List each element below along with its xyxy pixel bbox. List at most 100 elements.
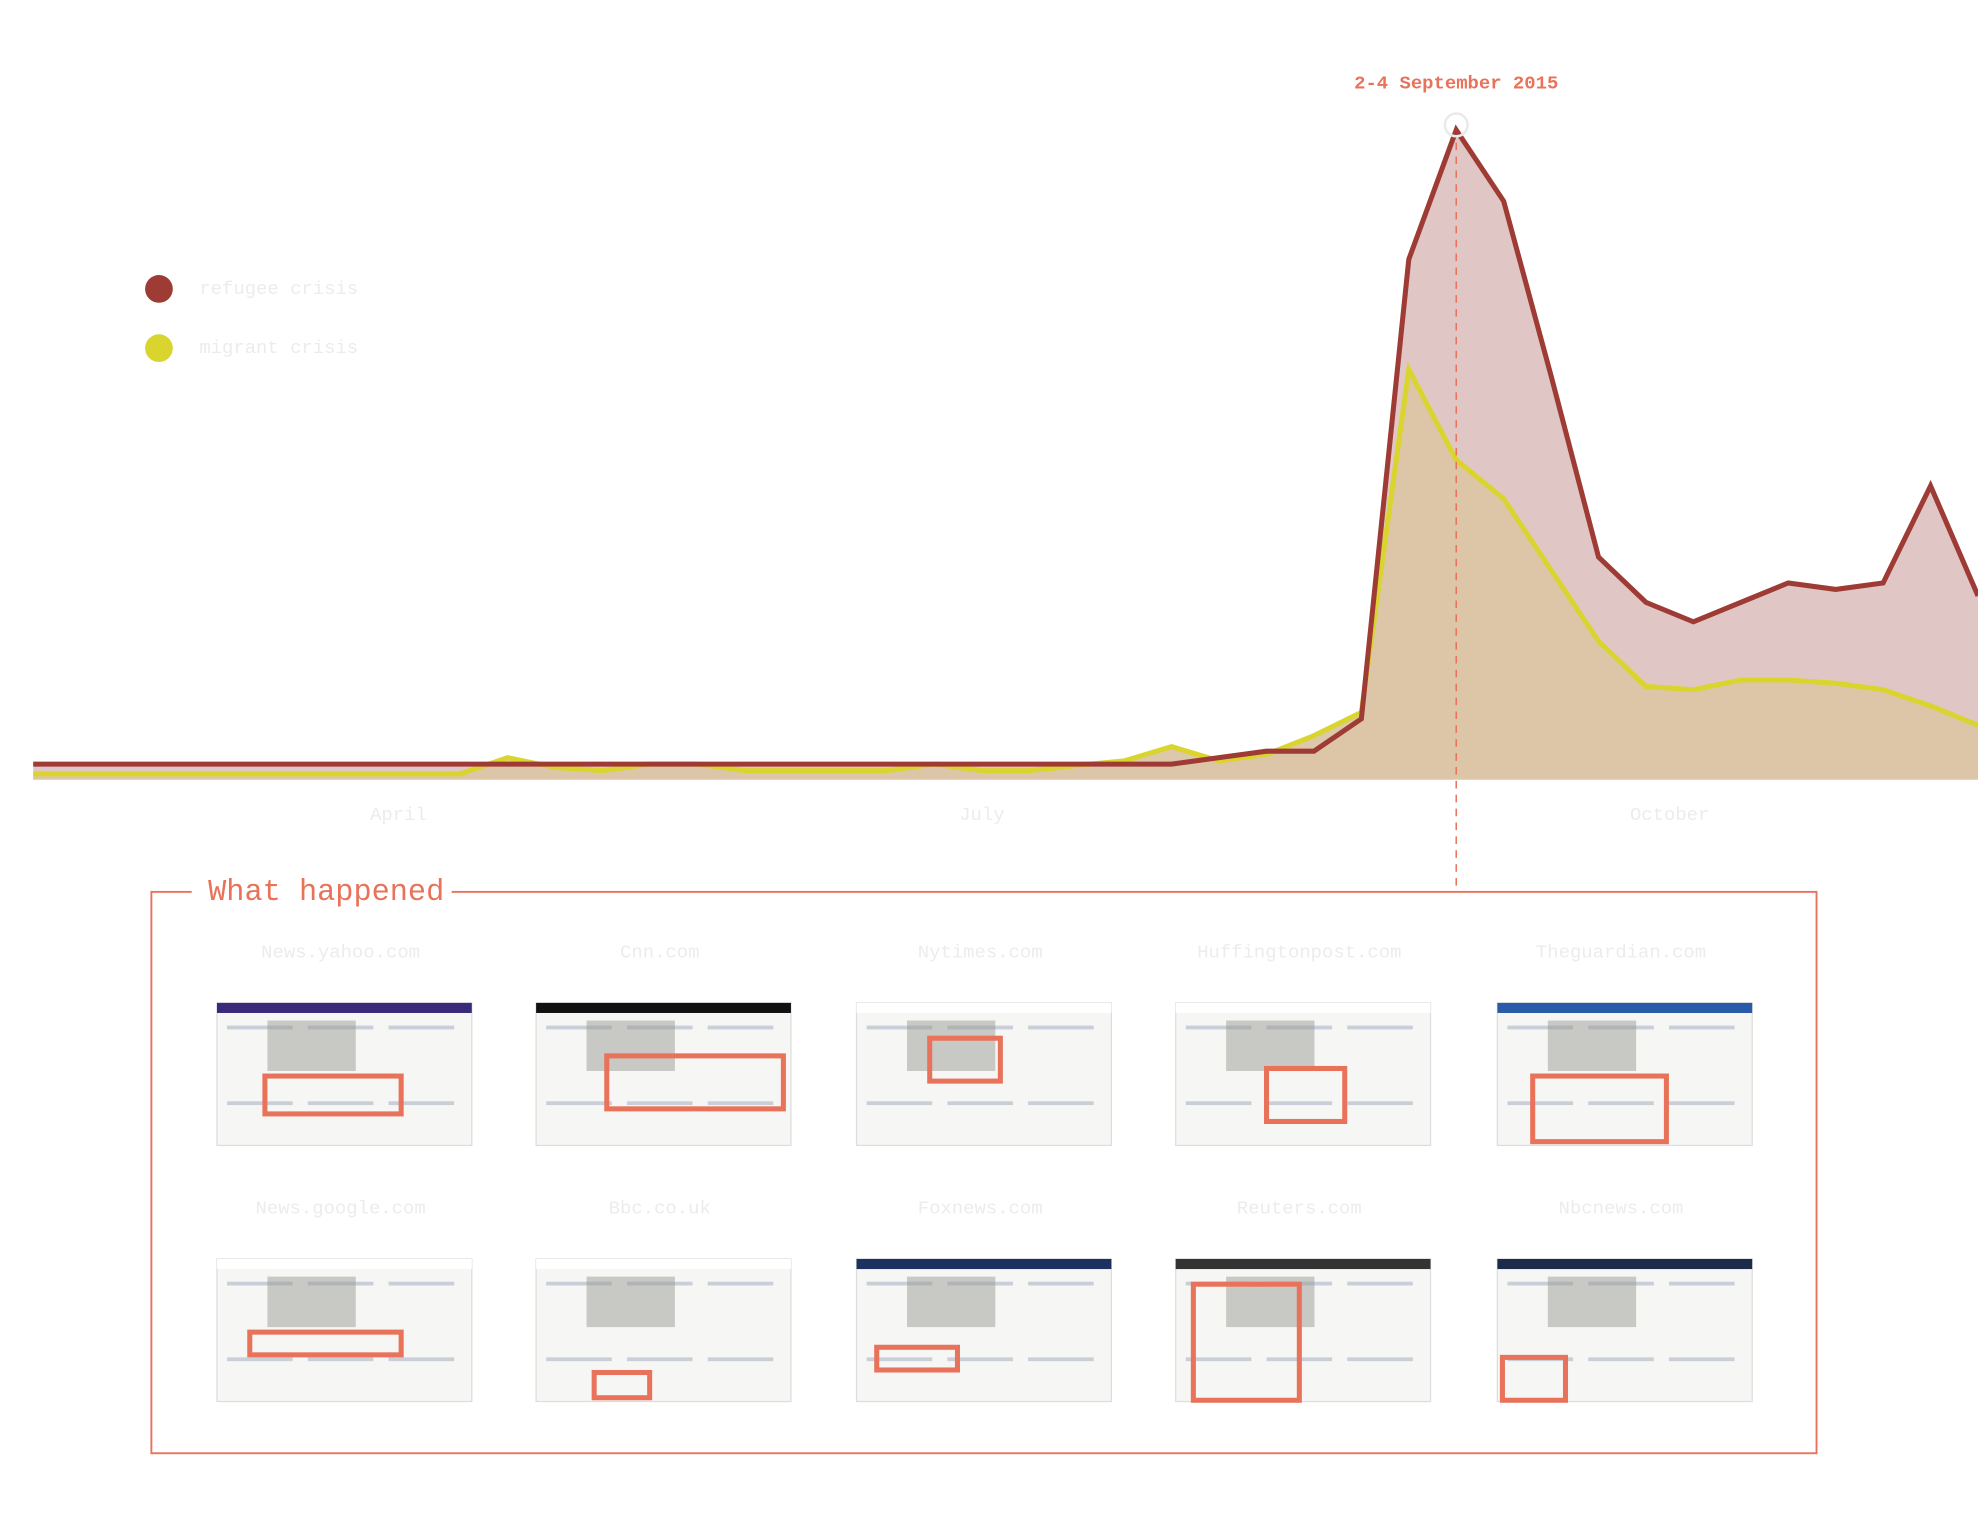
site-thumbnail — [1175, 1258, 1432, 1403]
site-thumbnail — [1496, 1258, 1753, 1403]
thumb-text-line — [1668, 1281, 1735, 1286]
thumb-text-line — [227, 1101, 293, 1106]
thumb-text-line — [546, 1357, 612, 1362]
thumb-image — [267, 1276, 356, 1328]
thumb-text-line — [307, 1357, 374, 1362]
what-happened-box — [150, 890, 1818, 1455]
site-label: Bbc.co.uk — [609, 1198, 711, 1220]
thumb-text-line — [1668, 1357, 1735, 1362]
thumb-image — [1547, 1276, 1637, 1328]
thumb-text-line — [1668, 1025, 1735, 1030]
site-label: Cnn.com — [620, 941, 699, 963]
legend-swatch — [145, 334, 173, 363]
area-fill — [33, 129, 1978, 780]
title-backdrop — [191, 870, 452, 914]
series-line — [33, 124, 1978, 767]
thumb-image — [1226, 1020, 1315, 1072]
thumb-text-line — [1028, 1357, 1094, 1362]
section-title: What happened — [208, 876, 444, 910]
thumb-text-line — [1588, 1101, 1654, 1106]
thumb-text-line — [947, 1101, 1013, 1106]
thumb-header — [536, 1258, 791, 1270]
legend-label: migrant crisis — [199, 337, 358, 359]
thumb-header — [1175, 1002, 1431, 1013]
thumb-highlight — [1530, 1073, 1669, 1145]
site-label: Reuters.com — [1237, 1198, 1362, 1220]
thumb-text-line — [546, 1281, 612, 1286]
thumb-text-line — [1028, 1025, 1094, 1030]
x-tick-label: July — [959, 804, 1004, 826]
thumb-text-line — [1347, 1357, 1413, 1362]
thumb-text-line — [307, 1101, 374, 1106]
thumb-highlight — [874, 1344, 960, 1373]
thumb-text-line — [707, 1357, 774, 1362]
overlay: April July October refugee crisis migrant cr… — [145, 72, 1709, 892]
thumb-text-line — [866, 1101, 933, 1106]
site-label: News.yahoo.com — [261, 941, 420, 963]
thumb-text-line — [388, 1101, 455, 1106]
thumb-text-line — [388, 1281, 455, 1286]
thumb-text-line — [546, 1101, 612, 1106]
site-label: Foxnews.com — [918, 1198, 1043, 1220]
thumb-text-line — [1266, 1101, 1333, 1106]
thumb-highlight — [604, 1053, 786, 1112]
thumb-header — [1175, 1258, 1431, 1270]
thumb-text-line — [1185, 1357, 1252, 1362]
thumb-text-line — [1347, 1101, 1413, 1106]
thumb-text-line — [866, 1357, 933, 1362]
thumb-header — [536, 1002, 791, 1013]
thumb-image — [586, 1276, 675, 1328]
x-tick-label: April — [370, 804, 427, 826]
site-thumbnail — [855, 1002, 1112, 1147]
thumb-highlight — [247, 1329, 404, 1358]
site-label: News.google.com — [256, 1198, 426, 1220]
thumb-highlight — [1499, 1354, 1569, 1403]
legend-label: refugee crisis — [199, 278, 358, 300]
thumb-text-line — [947, 1357, 1013, 1362]
thumb-text-line — [1028, 1281, 1094, 1286]
series-line — [33, 361, 1978, 777]
thumb-text-line — [1507, 1025, 1574, 1030]
site-thumbnail — [535, 1258, 792, 1403]
thumb-highlight — [591, 1369, 653, 1401]
thumb-text-line — [227, 1281, 293, 1286]
thumb-text-line — [1507, 1281, 1574, 1286]
site-grid: News.yahoo.com Cnn.com Nytimes.com Huffingt… — [216, 941, 1753, 1403]
thumb-highlight — [1190, 1281, 1302, 1403]
thumb-image — [907, 1020, 996, 1072]
thumb-text-line — [866, 1281, 933, 1286]
thumb-header — [1497, 1002, 1753, 1013]
thumb-image — [267, 1020, 356, 1072]
thumb-image — [1547, 1020, 1637, 1072]
thumb-text-line — [707, 1101, 774, 1106]
site-thumbnail — [535, 1002, 792, 1147]
thumb-text-line — [1588, 1357, 1654, 1362]
annotation-marker — [1443, 112, 1469, 138]
thumb-image — [586, 1020, 675, 1072]
thumb-text-line — [626, 1357, 693, 1362]
thumb-text-line — [1185, 1101, 1252, 1106]
x-tick-label: October — [1630, 804, 1709, 826]
annotation-label: 2-4 September 2015 — [1354, 72, 1558, 94]
site-label: Huffingtonpost.com — [1197, 941, 1401, 963]
site-thumbnail — [216, 1258, 473, 1403]
thumb-header — [216, 1258, 472, 1270]
thumb-highlight — [927, 1035, 1003, 1084]
thumb-highlight — [262, 1073, 404, 1117]
site-thumbnail — [216, 1002, 473, 1147]
thumb-header — [856, 1002, 1112, 1013]
site-thumbnail — [1175, 1002, 1432, 1147]
thumb-text-line — [626, 1101, 693, 1106]
site-label: Nytimes.com — [918, 941, 1043, 963]
thumb-text-line — [707, 1025, 774, 1030]
thumb-text-line — [1347, 1281, 1413, 1286]
thumb-text-line — [866, 1025, 933, 1030]
thumb-image — [907, 1276, 996, 1328]
legend-swatch — [145, 275, 173, 303]
thumb-text-line — [707, 1281, 774, 1286]
thumb-highlight — [1264, 1065, 1348, 1124]
plot-area — [33, 124, 1978, 780]
thumb-text-line — [1347, 1025, 1413, 1030]
